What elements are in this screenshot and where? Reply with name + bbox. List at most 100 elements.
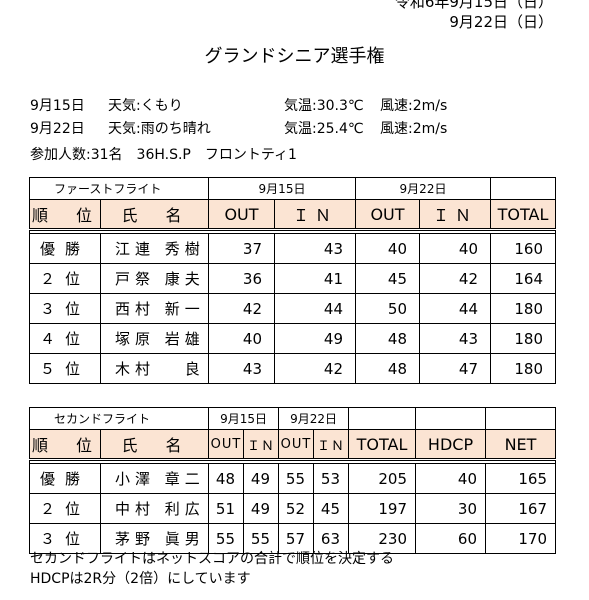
score-net: 170 [485,523,557,554]
rank-cell: ３位 [29,523,101,554]
col-out1-header: OUT [208,429,245,460]
col-in1-header: ＩＮ [274,199,356,230]
event-date-1: 令和6年9月15日（日） [394,0,553,11]
event-date-2: 9月22日（日） [449,13,553,31]
table-row: ３位 西村 新一 42 44 50 44 180 [29,293,556,324]
col-total-header: TOTAL [490,199,556,230]
col-net-header: NET [485,429,557,460]
score-in2: 42 [419,263,491,294]
player-name: 塚原 岩雄 [100,323,209,354]
col-name-header: 氏 名 [99,429,210,460]
score-net: 165 [485,463,557,494]
col-rank-header: 順 位 [29,199,101,230]
table-row: 優勝 小澤 章二 48 49 55 53 205 40 165 [29,463,557,494]
rank-cell: ５位 [29,353,101,384]
second-flight-blank-header [485,407,557,430]
score-out2: 45 [355,263,420,294]
score-in1: 49 [274,323,356,354]
second-flight-label: セカンドフライト [28,407,210,430]
day2-wind: 風速:2m/s [380,121,448,137]
score-in1: 44 [274,293,356,324]
score-out1: 48 [208,463,245,494]
second-flight-day1-header: 9月15日 [208,407,280,430]
score-out2: 48 [355,323,420,354]
score-hdcp: 30 [415,493,487,524]
score-out1: 42 [208,293,275,324]
table-row: ２位 戸祭 康夫 36 41 45 42 164 [29,263,556,294]
score-total: 180 [490,293,556,324]
score-in2: 40 [419,233,491,264]
day1-wind: 風速:2m/s [380,98,448,114]
rank-cell: ４位 [29,323,101,354]
score-out1: 40 [208,323,275,354]
score-in1: 49 [243,493,280,524]
player-name: 木村 良 [100,353,209,384]
col-rank-header: 順 位 [29,429,101,460]
col-total-header: TOTAL [348,429,417,460]
score-in1: 55 [243,523,280,554]
day2-date: 9月22日 [30,121,85,137]
note-line-1: セカンドフライトはネットスコアの合計で順位を決定する [30,551,394,567]
score-out1: 43 [208,353,275,384]
table-row: 優勝 江連 秀樹 37 43 40 40 160 [29,233,556,264]
first-flight-blank-header [490,177,556,200]
player-name: 戸祭 康夫 [100,263,209,294]
score-out1: 55 [208,523,245,554]
player-name: 中村 利広 [99,493,210,524]
second-flight-table: セカンドフライト 9月15日 9月22日 順 位 氏 名 OUT ＩＮ OUT … [28,407,557,554]
table-row: ２位 中村 利広 51 49 52 45 197 30 167 [29,493,557,524]
score-out2: 52 [278,493,315,524]
player-name: 江連 秀樹 [100,233,209,264]
score-total: 205 [348,463,417,494]
table-row: ４位 塚原 岩雄 40 49 48 43 180 [29,323,556,354]
participants-info: 参加人数:31名 36H.S.P フロントティ1 [30,147,297,163]
score-out2: 50 [355,293,420,324]
col-in1-header: ＩＮ [243,429,280,460]
score-total: 180 [490,353,556,384]
rank-cell: ２位 [29,263,101,294]
score-out1: 36 [208,263,275,294]
score-out2: 57 [278,523,315,554]
first-flight-day2-header: 9月22日 [355,177,491,200]
score-net: 167 [485,493,557,524]
score-hdcp: 60 [415,523,487,554]
player-name: 西村 新一 [100,293,209,324]
second-flight-day2-header: 9月22日 [278,407,350,430]
day1-temperature: 気温:30.3℃ [284,98,364,114]
score-in1: 49 [243,463,280,494]
second-flight-blank-header [415,407,487,430]
score-in1: 41 [274,263,356,294]
score-out2: 40 [355,233,420,264]
score-hdcp: 40 [415,463,487,494]
score-out1: 37 [208,233,275,264]
rank-cell: ３位 [29,293,101,324]
score-in2: 43 [419,323,491,354]
score-in2: 47 [419,353,491,384]
score-total: 197 [348,493,417,524]
player-name: 小澤 章二 [99,463,210,494]
page-title: グランドシニア選手権 [204,46,385,67]
second-flight-blank-header [348,407,417,430]
score-in1: 43 [274,233,356,264]
score-total: 164 [490,263,556,294]
note-line-2: HDCPは2R分（2倍）にしています [30,571,251,587]
header-divider [29,228,556,234]
col-in2-header: ＩＮ [419,199,491,230]
score-total: 180 [490,323,556,354]
col-out1-header: OUT [208,199,275,230]
score-in1: 42 [274,353,356,384]
day1-date: 9月15日 [30,98,85,114]
first-flight-label: ファーストフライト [29,177,209,200]
col-hdcp-header: HDCP [415,429,487,460]
table-row: ３位 茅野 眞男 55 55 57 63 230 60 170 [29,523,557,554]
player-name: 茅野 眞男 [99,523,210,554]
score-out1: 51 [208,493,245,524]
score-in2: 45 [313,493,350,524]
col-name-header: 氏 名 [100,199,209,230]
col-in2-header: ＩＮ [313,429,350,460]
first-flight-table: ファーストフライト 9月15日 9月22日 順 位 氏 名 OUT ＩＮ OUT… [29,177,556,384]
day2-weather: 天気:雨のち晴れ [108,121,211,137]
table-row: ５位 木村 良 43 42 48 47 180 [29,353,556,384]
col-out2-header: OUT [278,429,315,460]
day1-weather: 天気:くもり [108,98,183,114]
